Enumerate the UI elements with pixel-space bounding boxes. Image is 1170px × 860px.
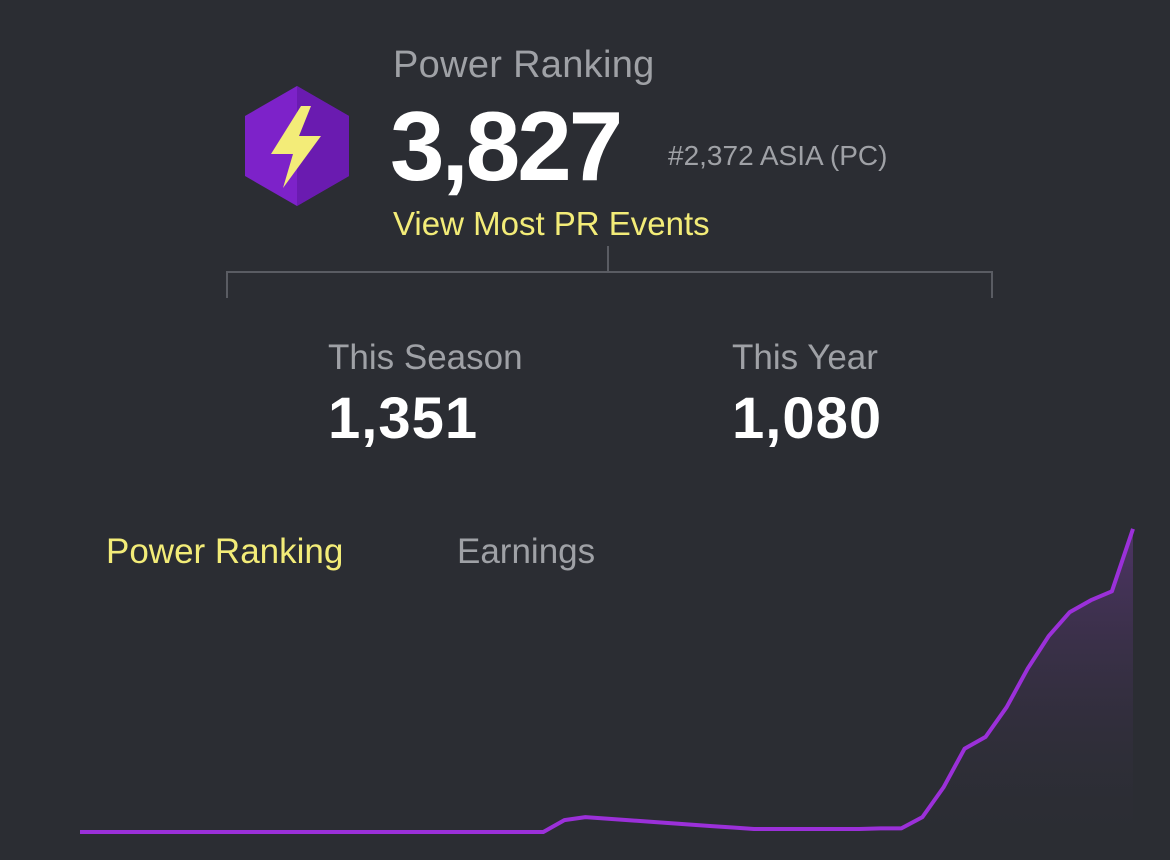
stats-bracket-divider: [226, 246, 993, 298]
power-ranking-chart: [80, 528, 1135, 834]
lightning-hexagon-icon: [245, 86, 349, 206]
chart-area-fill: [80, 528, 1133, 832]
tab-earnings[interactable]: Earnings: [457, 532, 596, 571]
power-ranking-title: Power Ranking: [393, 44, 655, 86]
tab-power-ranking[interactable]: Power Ranking: [106, 532, 344, 571]
this-year-label: This Year: [732, 338, 878, 377]
this-year-value: 1,080: [732, 386, 883, 451]
chart-series-line: [80, 528, 1135, 834]
view-most-pr-events-link[interactable]: View Most PR Events: [393, 205, 710, 242]
region-rank: #2,372 ASIA (PC): [668, 140, 888, 171]
this-season-label: This Season: [328, 338, 523, 377]
power-ranking-value: 3,827: [390, 91, 623, 201]
this-season-value: 1,351: [328, 386, 479, 451]
